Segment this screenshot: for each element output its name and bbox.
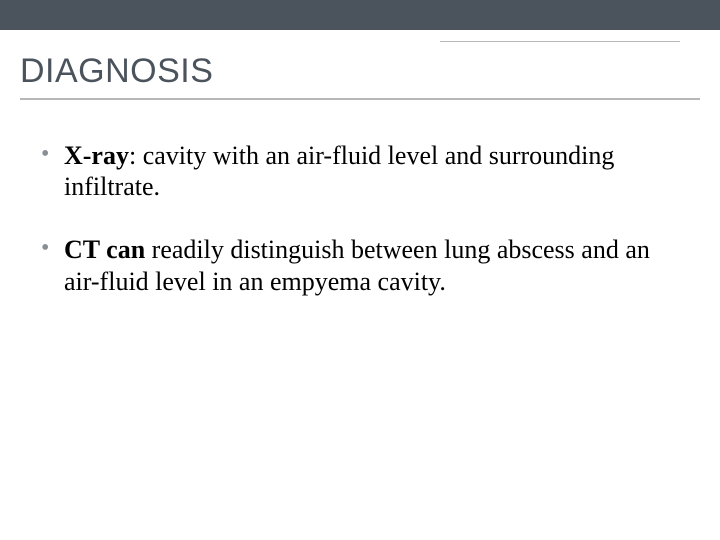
slide: DIAGNOSIS X-ray: cavity with an air-flui… — [0, 0, 720, 540]
page-title: DIAGNOSIS — [20, 52, 700, 91]
content-area: X-ray: cavity with an air-fluid level an… — [38, 140, 680, 329]
bullet-lead: CT can — [64, 235, 145, 264]
bullet-text: readily distinguish between lung abscess… — [64, 235, 650, 295]
bullet-lead-suffix: : — [129, 141, 143, 170]
bullet-text: cavity with an air-fluid level and surro… — [64, 141, 614, 201]
top-band — [0, 0, 720, 30]
list-item: CT can readily distinguish between lung … — [38, 234, 680, 296]
list-item: X-ray: cavity with an air-fluid level an… — [38, 140, 680, 202]
title-underline — [20, 98, 700, 100]
bullet-lead: X-ray — [64, 141, 129, 170]
